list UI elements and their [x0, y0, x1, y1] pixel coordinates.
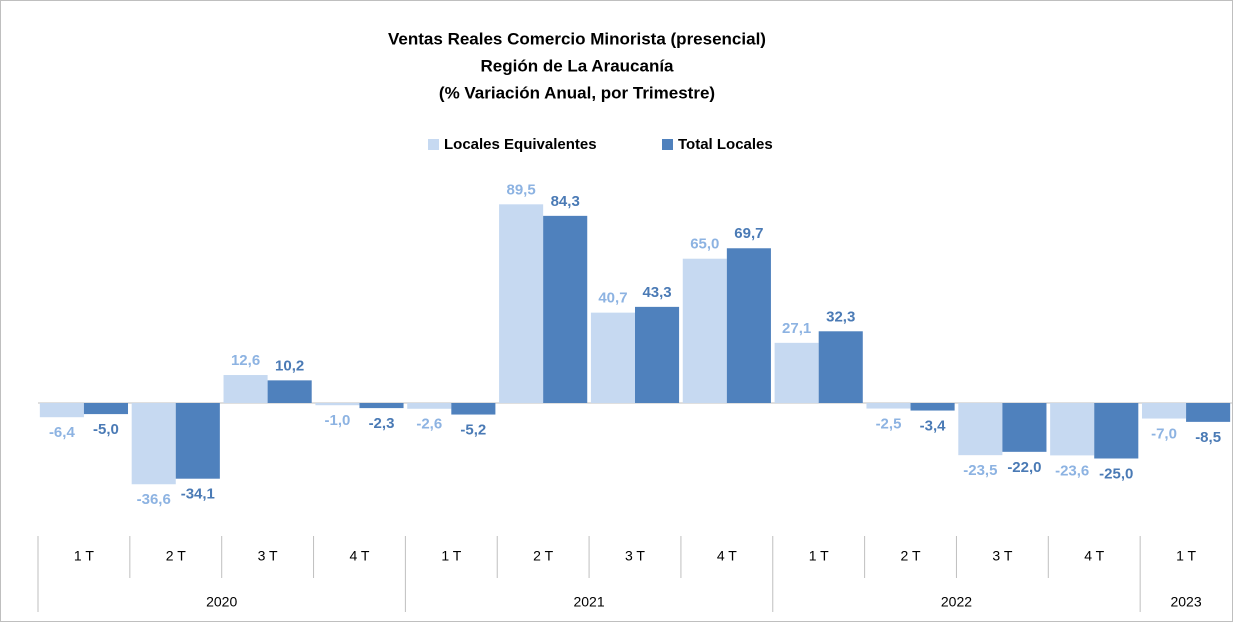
- data-label: -34,1: [181, 486, 215, 503]
- bar: [175, 403, 220, 479]
- bar: [543, 215, 588, 403]
- data-label: -25,0: [1099, 465, 1133, 482]
- chart-title: Región de La Araucanía: [480, 56, 674, 75]
- bar: [39, 403, 84, 418]
- bar: [83, 403, 129, 415]
- bar: [1050, 403, 1095, 456]
- data-label: -6,4: [49, 424, 76, 441]
- data-label: -5,2: [460, 422, 486, 439]
- bar: [499, 204, 544, 403]
- bar: [359, 403, 404, 409]
- bar: [590, 312, 635, 403]
- bar: [1141, 403, 1187, 419]
- x-tick-label: 4 T: [349, 548, 369, 564]
- data-label: 27,1: [782, 320, 811, 337]
- bar: [866, 403, 911, 409]
- x-tick-label: 2 T: [166, 548, 186, 564]
- data-label: 65,0: [690, 236, 719, 253]
- bar: [1094, 403, 1139, 459]
- bar: [1186, 403, 1231, 422]
- data-label: 43,3: [642, 284, 671, 301]
- bar: [958, 403, 1003, 456]
- chart-title: Ventas Reales Comercio Minorista (presen…: [388, 29, 766, 48]
- data-label: 32,3: [826, 308, 855, 325]
- bar: [910, 403, 955, 411]
- data-label: 89,5: [507, 181, 536, 198]
- x-tick-label: 4 T: [717, 548, 737, 564]
- x-tick-label: 3 T: [258, 548, 278, 564]
- data-label: -23,5: [963, 462, 997, 479]
- x-tick-label: 2 T: [533, 548, 553, 564]
- x-tick-label: 3 T: [625, 548, 645, 564]
- legend-swatch: [428, 139, 439, 150]
- chart-title: (% Variación Anual, por Trimestre): [439, 83, 715, 102]
- x-tick-label: 1 T: [74, 548, 94, 564]
- x-tick-label: 4 T: [1084, 548, 1104, 564]
- bar: [635, 306, 680, 403]
- bar: [726, 248, 771, 403]
- x-tick-label: 1 T: [1176, 548, 1196, 564]
- bar: [682, 258, 727, 403]
- data-label: 84,3: [551, 193, 580, 210]
- legend-swatch: [662, 139, 673, 150]
- data-label: -2,5: [876, 416, 902, 433]
- bar: [407, 403, 452, 409]
- x-tick-label: 2 T: [901, 548, 921, 564]
- bar: [818, 331, 863, 403]
- bar: [451, 403, 496, 415]
- data-label: 40,7: [598, 290, 627, 307]
- bar: [774, 342, 819, 403]
- data-label: -7,0: [1151, 426, 1177, 443]
- data-label: 69,7: [734, 225, 763, 242]
- data-label: 12,6: [231, 352, 260, 369]
- bar: [267, 380, 312, 403]
- data-label: -36,6: [137, 491, 171, 508]
- x-tick-label: 1 T: [809, 548, 829, 564]
- x-group-label: 2023: [1170, 594, 1201, 610]
- legend-label: Total Locales: [678, 136, 773, 153]
- data-label: -3,4: [920, 418, 947, 435]
- data-label: -1,0: [324, 412, 350, 429]
- legend-label: Locales Equivalentes: [444, 136, 597, 153]
- data-label: -2,6: [416, 416, 442, 433]
- bar: [315, 403, 360, 406]
- data-label: -23,6: [1055, 462, 1089, 479]
- bar: [1002, 403, 1047, 452]
- data-label: -5,0: [93, 421, 119, 438]
- x-group-label: 2021: [573, 594, 604, 610]
- data-label: -2,3: [369, 415, 395, 432]
- x-group-label: 2022: [941, 594, 972, 610]
- x-tick-label: 1 T: [441, 548, 461, 564]
- x-group-label: 2020: [206, 594, 237, 610]
- bar: [131, 403, 176, 485]
- bar: [223, 375, 268, 403]
- data-label: -22,0: [1007, 459, 1041, 476]
- x-tick-label: 3 T: [992, 548, 1012, 564]
- data-label: 10,2: [275, 357, 304, 374]
- data-label: -8,5: [1195, 429, 1221, 446]
